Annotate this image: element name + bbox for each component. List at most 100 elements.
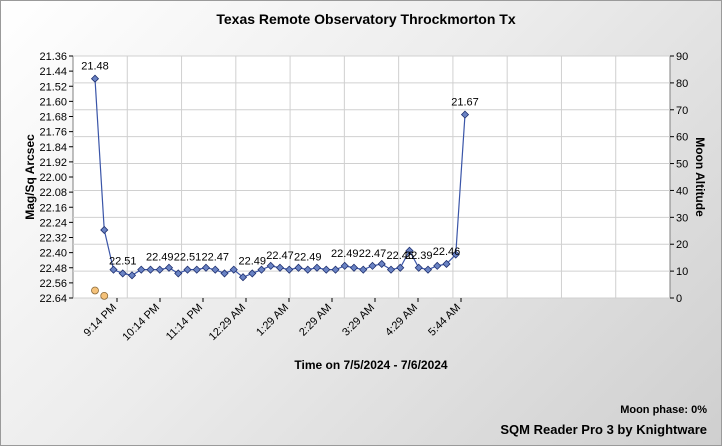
left-tick-label: 22.64 [39,293,67,305]
right-tick-label: 80 [676,78,688,90]
data-label: 22.49 [238,255,266,267]
right-tick-label: 10 [676,266,688,278]
left-tick-label: 21.52 [39,81,67,93]
data-label: 22.49 [331,248,359,260]
sqm-point [137,265,146,274]
y2-axis-title: Moon Altitude [693,137,707,217]
left-axis-ticks: 21.36 21.44 21.52 21.60 21.68 21.76 21.84 21.92… [39,51,73,305]
sqm-point [386,265,396,274]
data-label: 22.51 [109,255,137,267]
right-tick-label: 0 [676,293,682,305]
sqm-point [127,271,137,280]
y-axis-title: Mag/Sq Arcsec [23,134,37,220]
right-tick-label: 60 [676,132,688,144]
left-tick-label: 22.24 [39,217,67,229]
credit-text: SQM Reader Pro 3 by Knightware [500,422,707,437]
sqm-point [100,225,109,235]
grid-lines [73,55,670,299]
sqm-point [340,261,349,270]
sqm-point [211,265,220,274]
left-tick-label: 21.92 [39,157,67,169]
data-label: 21.48 [81,61,109,73]
moon-point [100,291,109,300]
data-label: 21.67 [451,97,479,109]
sqm-point [377,259,386,269]
sqm-point [285,265,294,274]
left-tick-label: 21.68 [39,112,67,124]
x-tick-label: 10:14 PM [120,302,162,344]
sqm-point [349,263,359,272]
data-label: 22.51 [174,252,202,264]
left-tick-label: 22.40 [39,248,67,260]
sqm-point [146,265,155,274]
moon-point [91,286,99,295]
data-label: 22.46 [386,250,414,262]
x-axis-ticks: 9:14 PM 10:14 PM 11:14 PM 12:29 AM 1:29 AM 2:… [82,298,463,343]
right-tick-label: 50 [676,159,688,171]
x-tick-label: 5:44 AM [426,302,463,339]
data-label: 22.47 [266,250,294,262]
data-label: 22.49 [146,252,174,264]
sqm-point [433,261,442,270]
x-axis-title: Time on 7/5/2024 - 7/6/2024 [294,358,448,372]
data-label: 22.46 [433,246,461,258]
data-label: 22.47 [359,248,387,260]
sqm-point [183,265,192,274]
x-tick-label: 1:29 AM [254,302,291,339]
data-label: 22.47 [201,252,229,264]
sqm-point [192,265,201,274]
sqm-point [322,265,331,274]
left-tick-label: 21.36 [39,51,67,63]
left-tick-label: 22.00 [39,172,67,184]
left-tick-label: 22.56 [39,278,67,290]
sqm-point [155,265,164,274]
sqm-point [229,265,238,274]
sqm-point [257,265,266,274]
moon-series-layer [91,286,109,300]
sqm-point [238,273,248,282]
sqm-point [368,261,377,270]
x-tick-label: 9:14 PM [82,302,119,339]
left-tick-label: 22.32 [39,233,67,245]
sqm-point [164,263,174,272]
left-tick-label: 22.16 [39,202,67,214]
sqm-point [331,265,340,274]
sqm-point [414,263,423,272]
right-tick-label: 30 [676,212,688,224]
sqm-point [201,263,211,272]
right-tick-label: 70 [676,105,688,117]
x-tick-label: 12:29 AM [207,302,248,343]
plot-area [72,55,671,299]
x-tick-label: 11:14 PM [164,302,205,343]
x-tick-label: 3:29 AM [340,302,377,339]
sqm-point [174,269,183,278]
right-tick-label: 20 [676,239,688,251]
sqm-point [275,263,285,272]
left-tick-label: 21.84 [39,142,67,154]
left-tick-label: 22.48 [39,263,67,275]
sqm-point [220,269,229,278]
data-label: 22.49 [294,252,322,264]
sqm-point [109,265,118,274]
chart-title: Texas Remote Observatory Throckmorton Tx [216,11,515,27]
right-tick-label: 40 [676,185,688,197]
sqm-point [451,250,460,259]
sqm-point [396,263,405,272]
left-tick-label: 22.08 [39,187,67,199]
left-tick-label: 21.44 [39,66,67,78]
sqm-point [248,269,257,278]
sqm-point [312,263,322,272]
sqm-point [423,265,433,274]
sqm-point [359,265,368,274]
sqm-point [405,246,414,255]
sqm-point [294,263,303,272]
x-tick-label: 4:29 AM [383,302,420,339]
sqm-point [442,259,451,269]
left-tick-label: 21.60 [39,96,67,108]
sqm-point [118,269,127,278]
right-axis-ticks: 0 10 20 30 40 50 60 70 80 90 [670,51,688,305]
x-tick-label: 2:29 AM [297,302,334,339]
